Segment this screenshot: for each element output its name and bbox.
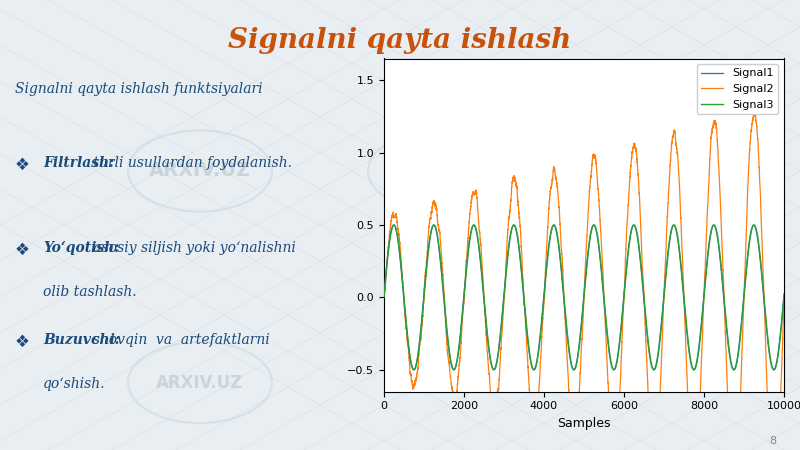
Signal3 <box>779 295 789 300</box>
Signal3 <box>613 356 622 361</box>
Text: asosiy siljish yoki yo‘nalishni: asosiy siljish yoki yo‘nalishni <box>89 241 296 255</box>
Signal2 <box>420 273 430 279</box>
Text: ARXIV.UZ: ARXIV.UZ <box>149 162 251 180</box>
Text: 8: 8 <box>769 436 776 446</box>
Signal2 <box>458 320 467 325</box>
Signal1 <box>420 279 430 284</box>
Signal3 <box>389 222 398 228</box>
Signal1 <box>613 354 622 359</box>
Signal3 <box>655 337 665 342</box>
Signal2 <box>779 302 789 307</box>
Signal2 <box>379 298 389 304</box>
Signal2 <box>613 428 622 433</box>
Signal1 <box>650 366 659 371</box>
Signal3 <box>379 295 389 300</box>
Signal1 <box>655 334 665 340</box>
Line: Signal3: Signal3 <box>384 225 784 370</box>
Text: ❖: ❖ <box>15 241 30 259</box>
Text: olib tashlash.: olib tashlash. <box>43 285 137 299</box>
Text: ARXIV.UZ: ARXIV.UZ <box>156 374 244 392</box>
Text: Buzuvchi:: Buzuvchi: <box>43 333 120 347</box>
Text: turli usullardan foydalanish.: turli usullardan foydalanish. <box>89 156 292 170</box>
Text: Yo‘qotish:: Yo‘qotish: <box>43 241 119 255</box>
Text: qo‘shish.: qo‘shish. <box>43 377 106 391</box>
Legend: Signal1, Signal2, Signal3: Signal1, Signal2, Signal3 <box>697 64 778 114</box>
Signal3 <box>650 367 659 372</box>
Signal1 <box>760 308 770 314</box>
Text: ❖: ❖ <box>15 333 30 351</box>
Signal2 <box>655 393 665 399</box>
Signal3 <box>458 313 467 319</box>
Signal3 <box>420 283 430 288</box>
Signal3 <box>409 367 419 373</box>
Text: shovqin  va  artefaktlarni: shovqin va artefaktlarni <box>84 333 270 347</box>
Signal1 <box>779 291 789 297</box>
Signal2 <box>750 111 759 116</box>
Text: ❖: ❖ <box>15 156 30 174</box>
Signal2 <box>760 315 770 321</box>
Line: Signal2: Signal2 <box>384 113 784 450</box>
X-axis label: Samples: Samples <box>558 417 610 430</box>
Text: Signalni qayta ishlash funktsiyalari: Signalni qayta ishlash funktsiyalari <box>15 82 262 96</box>
Line: Signal1: Signal1 <box>384 225 784 370</box>
Text: Filtrlash:: Filtrlash: <box>43 156 114 170</box>
Text: Signalni qayta ishlash: Signalni qayta ishlash <box>228 27 572 54</box>
Signal1 <box>458 310 467 315</box>
Text: ARXIV.UZ: ARXIV.UZ <box>389 162 491 180</box>
Signal3 <box>760 305 770 310</box>
Signal1 <box>409 367 418 373</box>
Signal1 <box>379 291 389 297</box>
Signal1 <box>389 222 398 228</box>
